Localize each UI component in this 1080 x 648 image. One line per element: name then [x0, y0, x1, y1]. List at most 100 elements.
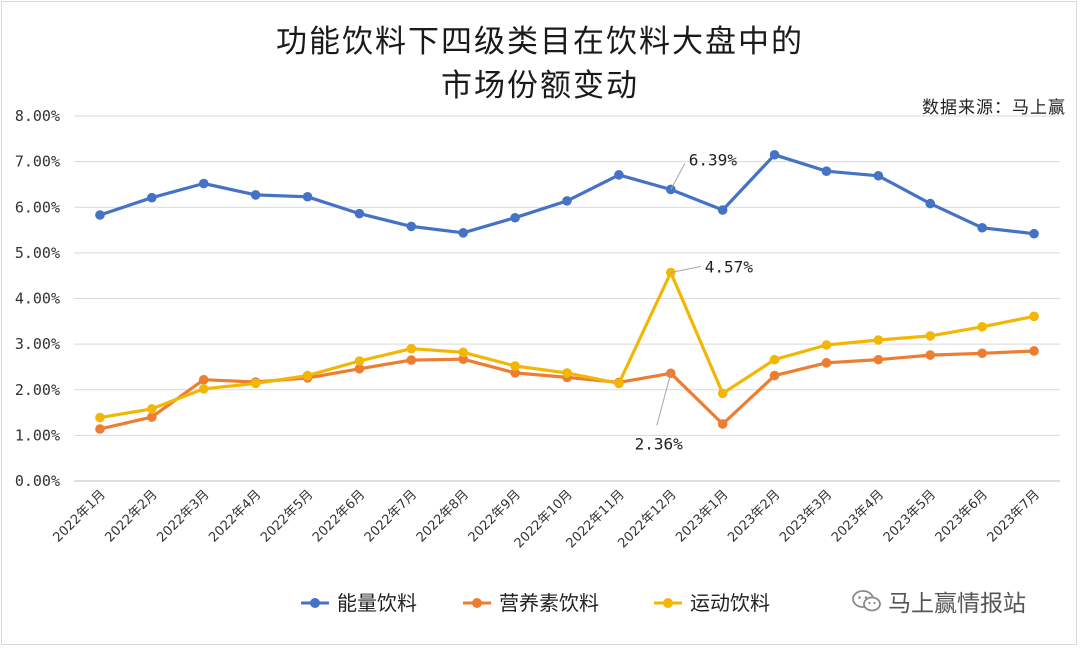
x-tick-label: 2022年7月: [362, 487, 420, 545]
data-point: [354, 363, 365, 374]
data-point: [614, 170, 624, 180]
y-tick-label: 1.00%: [15, 426, 60, 444]
x-tick-label: 2022年8月: [414, 487, 472, 545]
data-point: [769, 370, 780, 381]
data-point: [354, 356, 365, 366]
legend-label: 能量饮料: [337, 591, 417, 615]
x-tick-label: 2023年2月: [725, 487, 783, 545]
data-point: [717, 419, 728, 429]
data-point: [458, 228, 469, 238]
data-point: [977, 321, 987, 332]
data-point: [873, 354, 884, 365]
data-point: [406, 343, 417, 354]
data-point: [1029, 228, 1039, 239]
data-source-label: 数据来源：马上赢: [922, 98, 1066, 118]
data-point: [198, 178, 209, 189]
x-tick-label: 2023年7月: [985, 487, 1043, 545]
data-point: [198, 374, 209, 385]
y-tick-label: 0.00%: [15, 472, 60, 490]
data-point: [977, 222, 987, 233]
data-point: [614, 378, 624, 389]
x-tick-label: 2022年3月: [154, 487, 212, 545]
x-tick-label: 2022年1月: [51, 487, 109, 545]
data-point: [458, 354, 469, 364]
data-point: [147, 192, 157, 203]
data-point: [562, 368, 572, 378]
data-point: [95, 424, 105, 434]
x-tick-label: 2022年2月: [102, 487, 160, 545]
data-point: [769, 149, 780, 160]
legend-swatch-marker: [472, 598, 482, 608]
y-tick-label: 3.00%: [15, 335, 60, 353]
data-point: [925, 350, 936, 360]
data-point: [562, 196, 572, 206]
data-point: [250, 190, 261, 200]
x-tick-label: 2022年5月: [258, 487, 316, 545]
data-point: [510, 212, 520, 223]
data-label: 4.57%: [705, 257, 754, 276]
y-tick-label: 5.00%: [15, 244, 60, 262]
data-point: [147, 412, 157, 422]
data-point: [873, 335, 884, 345]
legend-swatch-marker: [663, 598, 673, 608]
y-tick-label: 4.00%: [15, 290, 60, 308]
watermark: 马上赢情报站: [852, 584, 1026, 618]
data-point: [821, 340, 832, 350]
legend-item-2: 营养素饮料: [463, 591, 599, 615]
annotation-leader: [670, 163, 686, 190]
annotation-leader: [670, 266, 701, 273]
legend-swatch-marker: [310, 598, 320, 608]
data-point: [198, 384, 209, 394]
data-point: [302, 191, 313, 202]
x-tick-label: 2023年5月: [881, 487, 939, 545]
data-point: [873, 170, 884, 181]
data-point: [821, 358, 832, 368]
annotation-leader: [656, 373, 672, 426]
data-point: [354, 208, 365, 219]
legend-label: 运动饮料: [690, 591, 770, 615]
watermark-text: 马上赢情报站: [888, 591, 1026, 617]
chart-title-line-2: 市场份额变动: [441, 68, 639, 104]
wechat-icon: [852, 590, 881, 612]
x-tick-label: 2023年1月: [673, 487, 731, 545]
data-point: [302, 370, 313, 381]
data-point: [717, 388, 728, 399]
series-line-1: [98, 153, 1036, 236]
y-tick-label: 7.00%: [15, 153, 60, 171]
data-point: [95, 412, 105, 423]
data-point: [406, 355, 417, 365]
y-tick-label: 2.00%: [15, 381, 60, 399]
legend-label: 营养素饮料: [499, 591, 599, 615]
data-point: [458, 347, 469, 358]
data-label: 6.39%: [689, 150, 738, 169]
x-tick-label: 2022年4月: [206, 487, 264, 545]
data-point: [406, 221, 417, 232]
x-tick-label: 2023年4月: [829, 487, 887, 545]
data-point: [1029, 311, 1039, 322]
x-tick-label: 2023年6月: [933, 487, 991, 545]
data-point: [95, 210, 105, 220]
x-tick-label: 2022年6月: [310, 487, 368, 545]
legend-item-1: 能量饮料: [301, 591, 417, 615]
data-point: [925, 198, 936, 209]
data-label: 2.36%: [635, 434, 684, 453]
chart-title-line-1: 功能饮料下四级类目在饮料大盘中的: [276, 24, 804, 60]
data-point: [769, 354, 780, 365]
data-point: [665, 267, 676, 278]
series-line-3: [98, 270, 1036, 420]
data-point: [821, 166, 832, 177]
data-point: [147, 404, 157, 414]
data-point: [925, 331, 936, 341]
x-tick-label: 2023年3月: [777, 487, 835, 545]
y-tick-label: 6.00%: [15, 198, 60, 216]
data-point: [717, 205, 728, 215]
data-point: [510, 368, 520, 378]
data-point: [250, 378, 261, 389]
data-point: [977, 348, 987, 359]
data-point: [1029, 346, 1039, 356]
legend-item-3: 运动饮料: [654, 591, 770, 615]
y-tick-label: 8.00%: [15, 107, 60, 125]
data-point: [510, 361, 520, 371]
